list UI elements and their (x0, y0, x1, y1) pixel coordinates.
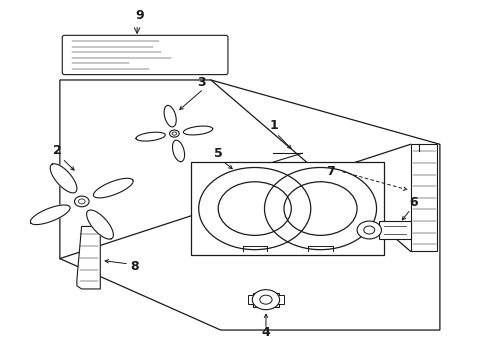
Text: 9: 9 (135, 9, 144, 22)
Polygon shape (94, 178, 133, 198)
Text: 2: 2 (53, 144, 62, 157)
Bar (379, 221, 411, 239)
Circle shape (357, 221, 381, 239)
Bar (411, 144, 438, 251)
Bar (192, 162, 384, 255)
Text: 4: 4 (262, 326, 270, 339)
Polygon shape (136, 132, 165, 141)
Polygon shape (50, 164, 77, 193)
Polygon shape (172, 140, 185, 162)
Text: 7: 7 (326, 165, 335, 177)
Text: 6: 6 (409, 195, 417, 208)
Polygon shape (183, 126, 213, 135)
Text: 3: 3 (197, 76, 205, 89)
Circle shape (78, 199, 85, 204)
Polygon shape (164, 105, 176, 127)
Circle shape (252, 290, 280, 310)
Bar (252, 293, 279, 307)
Text: 5: 5 (214, 147, 222, 160)
Circle shape (172, 132, 176, 135)
Circle shape (170, 130, 179, 137)
Text: 8: 8 (130, 260, 139, 273)
Text: 1: 1 (270, 119, 279, 132)
Bar (248, 296, 255, 304)
Circle shape (74, 196, 89, 207)
Polygon shape (87, 210, 113, 239)
FancyBboxPatch shape (62, 35, 228, 75)
Polygon shape (30, 205, 70, 225)
Polygon shape (77, 226, 100, 289)
Bar (277, 296, 284, 304)
